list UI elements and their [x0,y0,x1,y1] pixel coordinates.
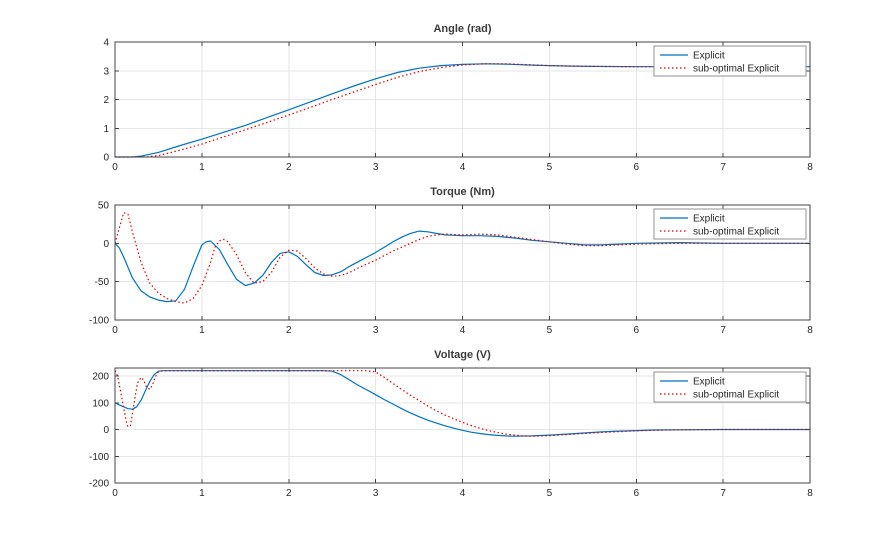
legend: Explicit sub-optimal Explicit [653,371,807,403]
x-tick-label: 1 [199,488,205,499]
x-tick-label: 7 [720,162,726,173]
plot-axes: 0 1 2 3 4 5 6 7 8 -200 -100 0 100 200 Voltage (V) Expli… [89,349,813,499]
x-tick-label: 2 [286,325,292,336]
x-tick-label: 2 [286,162,292,173]
x-tick-label: 0 [112,325,118,336]
y-tick-label: 0 [103,425,109,436]
x-tick-label: 6 [633,488,639,499]
x-tick-label: 3 [373,162,379,173]
chart-title: Torque (Nm) [430,186,495,198]
x-tick-label: 4 [460,325,466,336]
y-tick-label: 0 [103,153,109,164]
x-tick-label: 1 [199,325,205,336]
x-tick-label: 3 [373,325,379,336]
legend: Explicit sub-optimal Explicit [653,208,807,240]
legend-entry-label: Explicit [693,377,725,388]
voltage-chart: 0 1 2 3 4 5 6 7 8 -200 -100 0 100 200 Voltage (V) Expli… [0,340,895,503]
chart-title: Voltage (V) [434,349,491,361]
x-tick-label: 8 [807,488,813,499]
y-tick-label: -50 [95,277,110,288]
plot-axes: 0 1 2 3 4 5 6 7 8 -100 -50 0 50 Torque (Nm) Explicit su… [89,186,813,336]
y-tick-label: 2 [103,95,109,106]
tick-marks [114,368,811,484]
tick-marks [114,41,811,158]
y-tick-label: 4 [103,38,109,49]
y-tick-label: 1 [103,124,109,135]
legend-entry-label: sub-optimal Explicit [693,227,779,238]
plot-axes: 0 1 2 3 4 5 6 7 8 0 1 2 3 4 Angle (rad) Explicit sub-opt… [103,23,813,173]
series-line [114,370,810,437]
x-tick-label: 8 [807,162,813,173]
y-tick-label: -100 [89,452,109,463]
x-tick-label: 8 [807,325,813,336]
x-tick-label: 5 [547,162,553,173]
x-tick-label: 2 [286,488,292,499]
series-line [114,212,810,304]
x-tick-label: 4 [460,488,466,499]
legend: Explicit sub-optimal Explicit [653,45,807,77]
y-tick-label: 200 [92,372,109,383]
tick-marks [114,204,811,321]
y-tick-label: -200 [89,479,109,490]
x-tick-label: 1 [199,162,205,173]
x-tick-label: 7 [720,325,726,336]
legend-entry-label: Explicit [693,214,725,225]
x-tick-label: 5 [547,488,553,499]
y-tick-label: 3 [103,66,109,77]
torque-chart: 0 1 2 3 4 5 6 7 8 -100 -50 0 50 Torque (Nm) Explicit su… [0,177,895,340]
x-tick-label: 4 [460,162,466,173]
x-tick-label: 6 [633,162,639,173]
series-line [115,63,810,158]
x-tick-label: 0 [112,488,118,499]
legend-entry-label: Explicit [693,51,725,62]
x-tick-label: 6 [633,325,639,336]
x-tick-label: 0 [112,162,118,173]
chart-title: Angle (rad) [433,23,491,35]
x-tick-label: 3 [373,488,379,499]
y-tick-label: -100 [89,316,109,327]
y-tick-label: 0 [103,239,109,250]
y-tick-label: 100 [92,398,109,409]
x-tick-label: 7 [720,488,726,499]
angle-chart: 0 1 2 3 4 5 6 7 8 0 1 2 3 4 Angle (rad) Explicit sub-opt… [0,14,895,177]
legend-entry-label: sub-optimal Explicit [693,64,779,75]
y-tick-label: 50 [98,201,110,212]
series-line [115,63,810,158]
x-tick-label: 5 [547,325,553,336]
legend-entry-label: sub-optimal Explicit [693,390,779,401]
